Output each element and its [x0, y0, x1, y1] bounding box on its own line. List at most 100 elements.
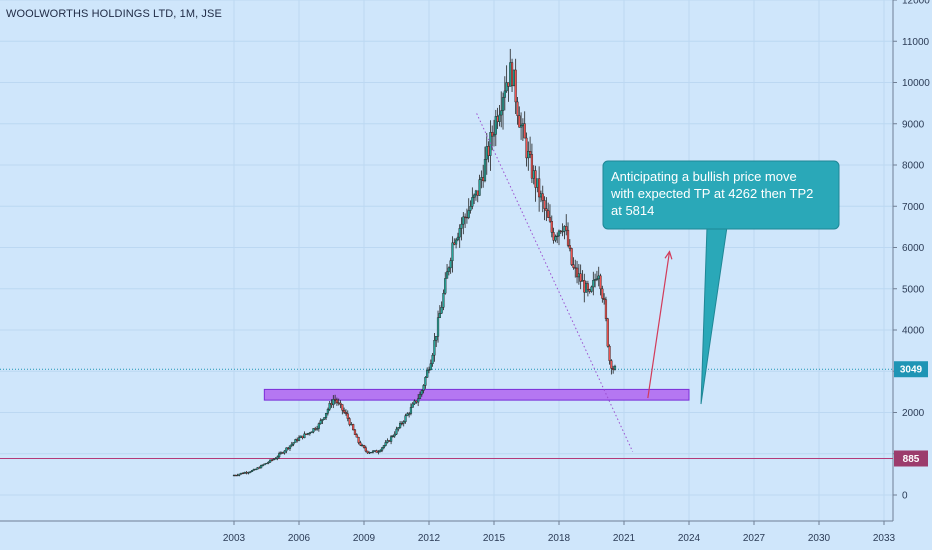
candle-body: [232, 474, 236, 477]
price-badge: [894, 361, 928, 378]
candle-body: [510, 62, 514, 86]
candle-body: [335, 399, 339, 403]
y-tick-label: 0: [902, 491, 908, 502]
candle-body: [355, 434, 358, 438]
candle-body: [563, 226, 566, 232]
candle-body: [420, 390, 423, 395]
x-tick-label: 2003: [223, 533, 246, 544]
candle-body: [570, 248, 573, 265]
candle-body: [583, 280, 586, 293]
candle-body: [519, 125, 523, 128]
candle-body: [429, 363, 432, 370]
candle-body: [489, 132, 492, 156]
candle-body: [473, 194, 476, 198]
candle-body: [532, 170, 535, 179]
candle-body: [464, 216, 467, 218]
candle-body: [483, 159, 487, 182]
candle-body: [243, 472, 246, 474]
candle-body: [575, 267, 579, 278]
candle-body: [435, 336, 438, 341]
candle-body: [447, 267, 450, 272]
candle-body: [350, 424, 353, 426]
candle-body: [498, 114, 501, 122]
candle-body: [559, 230, 562, 232]
candle-body: [509, 62, 512, 87]
candle-body: [296, 439, 299, 441]
candle-body: [292, 442, 295, 445]
candle-body: [422, 385, 425, 391]
candle-body: [539, 193, 543, 198]
candle-body: [494, 116, 497, 135]
candle-body: [366, 450, 369, 454]
candle-body: [604, 299, 608, 319]
y-tick-label: 5000: [902, 284, 925, 295]
candle-body: [413, 400, 416, 405]
candle-body: [263, 463, 266, 466]
candle-body: [409, 407, 413, 414]
candle-body: [361, 445, 364, 447]
candle-body: [371, 450, 375, 453]
candle-body: [375, 450, 378, 453]
candle-body: [547, 210, 550, 218]
candle-body: [332, 399, 335, 406]
candle-body: [402, 421, 405, 424]
candle-body: [411, 403, 414, 408]
candle-body: [250, 470, 254, 472]
candle-body: [252, 469, 255, 471]
candle-body: [456, 236, 459, 241]
candle-body: [249, 471, 252, 473]
candle-body: [433, 340, 436, 356]
candle-body: [265, 462, 268, 465]
candle-body: [586, 283, 589, 290]
candle-body: [393, 433, 396, 437]
candle-body: [353, 429, 357, 435]
candle-body: [386, 440, 389, 443]
candle-body: [272, 458, 275, 461]
candle-body: [278, 453, 281, 458]
candle-body: [382, 445, 385, 448]
candle-body: [545, 208, 548, 211]
y-tick-label: 4000: [902, 326, 925, 337]
callout-box: [602, 160, 840, 230]
candle-body: [556, 235, 559, 237]
candle-body: [339, 402, 342, 405]
candle-body: [389, 436, 393, 442]
projection-arrow: [647, 251, 671, 399]
support-zone: [263, 388, 690, 401]
candle-body: [341, 404, 344, 411]
candle-body: [391, 435, 394, 438]
candle-body: [343, 410, 346, 413]
candle-body: [507, 82, 510, 87]
candle-body: [297, 437, 301, 441]
candle-body: [500, 110, 503, 116]
candle-body: [445, 271, 449, 279]
candle-body: [274, 458, 277, 460]
candle-body: [319, 420, 322, 424]
candle-body: [534, 170, 537, 188]
x-tick-label: 2009: [353, 533, 376, 544]
candle-body: [557, 230, 561, 237]
candle-body: [415, 400, 418, 403]
candle-body: [471, 197, 474, 207]
candle-body: [301, 435, 304, 439]
candle-body: [380, 447, 384, 451]
y-tick-label: 2000: [902, 408, 925, 419]
candle-body: [245, 472, 248, 474]
candle-body: [373, 450, 376, 452]
candle-body: [431, 354, 434, 364]
candle-body: [240, 472, 243, 475]
candle-body: [400, 422, 404, 425]
candle-body: [427, 369, 431, 371]
candle-body: [234, 474, 237, 477]
callout-pointer: [700, 226, 728, 405]
candle-body: [346, 413, 349, 419]
candle-body: [595, 278, 599, 280]
y-tick-label: 12000: [902, 0, 930, 7]
candle-body: [538, 178, 541, 198]
candle-body: [377, 451, 380, 453]
candle-body: [485, 146, 488, 160]
candle-body: [388, 440, 391, 442]
candle-body: [436, 317, 440, 337]
